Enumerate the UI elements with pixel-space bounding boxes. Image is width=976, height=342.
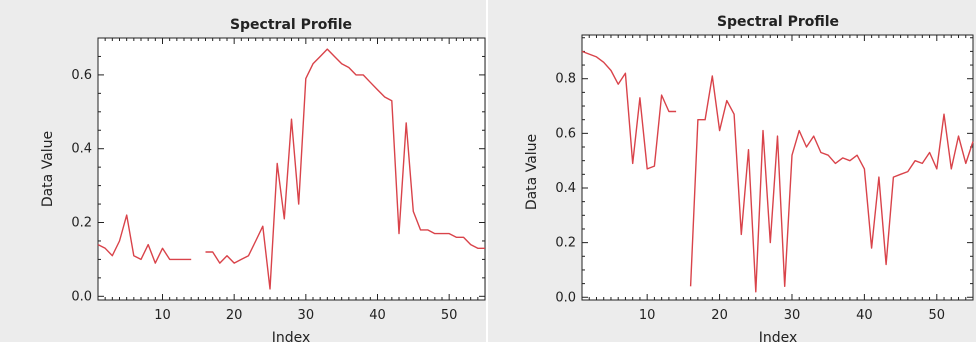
- y-tick-label: 0.2: [555, 236, 576, 251]
- chart-title: Spectral Profile: [717, 14, 839, 30]
- x-tick-label: 20: [711, 308, 728, 323]
- y-tick-label: 0.6: [71, 68, 92, 83]
- series-line-segment: [97, 214, 192, 264]
- y-tick-label: 0.4: [555, 181, 576, 196]
- series-lines: [97, 48, 485, 290]
- y-tick-label: 0.2: [71, 216, 92, 231]
- spectral-profile-chart-left: Spectral Profile Index Data Value 10 20 30…: [40, 17, 486, 342]
- y-tick-label: 0.6: [555, 126, 576, 141]
- chart-title: Spectral Profile: [230, 17, 352, 33]
- y-tick-label: 0.0: [71, 289, 92, 304]
- x-ticks: 10 20 30 40 50: [581, 35, 974, 323]
- series-line-segment: [205, 48, 485, 290]
- y-tick-label: 0.8: [555, 72, 576, 87]
- y-ticks: 0.0 0.2 0.4 0.6: [71, 37, 485, 304]
- x-tick-label: 10: [154, 308, 171, 323]
- y-ticks: 0.0 0.2 0.4 0.6 0.8: [555, 37, 973, 305]
- spectral-profile-chart-right: Spectral Profile Index Data Value 10 20 30…: [524, 14, 974, 342]
- y-axis-label: Data Value: [524, 134, 540, 210]
- x-tick-label: 20: [226, 308, 243, 323]
- series-lines: [581, 50, 974, 293]
- y-tick-label: 0.4: [71, 142, 92, 157]
- plot-area: [581, 34, 974, 301]
- x-tick-label: 30: [784, 308, 801, 323]
- y-tick-label: 0.0: [555, 290, 576, 305]
- series-line-segment: [581, 50, 677, 170]
- x-tick-label: 40: [369, 308, 386, 323]
- x-ticks: 10 20 30 40 50: [97, 38, 486, 323]
- x-tick-label: 50: [441, 308, 458, 323]
- x-axis-label: Index: [759, 330, 798, 342]
- chart-panel-right: Spectral Profile Index Data Value 10 20 30…: [488, 0, 976, 342]
- series-line-segment: [689, 75, 974, 293]
- x-tick-label: 30: [298, 308, 315, 323]
- x-tick-label: 50: [929, 308, 946, 323]
- x-tick-label: 10: [639, 308, 656, 323]
- x-axis-label: Index: [272, 330, 311, 342]
- y-axis-label: Data Value: [40, 131, 56, 207]
- plot-area: [97, 37, 486, 301]
- x-tick-label: 40: [856, 308, 873, 323]
- chart-panel-left: Spectral Profile Index Data Value 10 20 30…: [0, 0, 488, 342]
- panel-divider: [486, 0, 488, 342]
